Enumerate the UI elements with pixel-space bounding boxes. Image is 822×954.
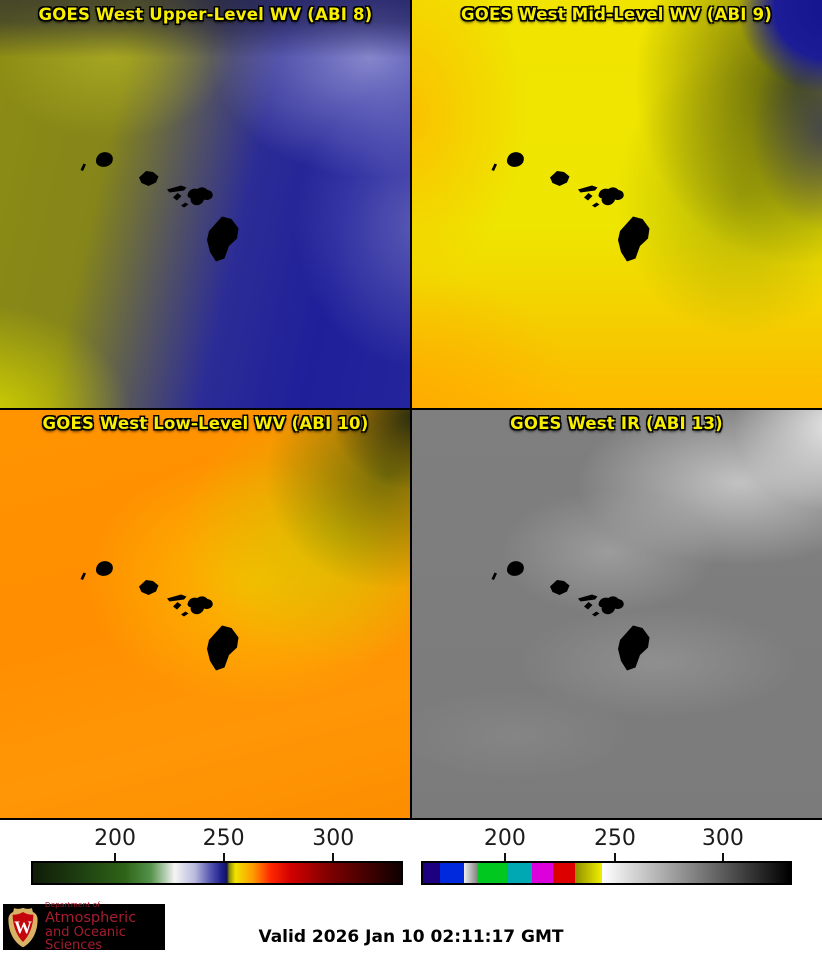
hawaii-islands-overlay	[80, 561, 239, 671]
ir-tick-mark	[613, 853, 616, 861]
panel-title-abi8: GOES West Upper-Level WV (ABI 8)	[38, 5, 373, 24]
valid-time-label: Valid 2026 Jan 10 02:11:17 GMT	[258, 927, 564, 947]
wv-tick-mark	[222, 853, 225, 861]
ir-colorbar	[421, 861, 792, 885]
logo-line2: and Oceanic Sciences	[45, 925, 126, 954]
panel-low-level-wv: GOES West Low-Level WV (ABI 10)	[0, 409, 411, 818]
hawaii-islands-overlay	[491, 152, 650, 262]
uw-aos-logo-text: Department of Atmospheric and Oceanic Sc…	[45, 900, 165, 954]
logo-line1: Atmospheric	[45, 909, 137, 926]
wv-colorbar	[31, 861, 403, 885]
ir-tick-label-200: 200	[483, 826, 526, 851]
uw-crest-letter: W	[14, 918, 32, 938]
wv-tick-mark	[332, 853, 335, 861]
hawaii-islands-overlay	[80, 152, 239, 262]
wv-tick-mark	[114, 853, 117, 861]
logo-dept-line: Department of	[45, 900, 101, 909]
ir-tick-mark	[503, 853, 506, 861]
ir-colorbar-inner: 200 250 300	[421, 820, 792, 890]
ir-tick-mark	[721, 853, 724, 861]
panel-divider-horizontal	[0, 408, 822, 410]
colorbar-row: 200 250 300 200 250 300	[0, 820, 822, 896]
panel-upper-level-wv: GOES West Upper-Level WV (ABI 8)	[0, 0, 411, 409]
panel-title-abi9: GOES West Mid-Level WV (ABI 9)	[460, 5, 773, 24]
wv-colorbar-inner: 200 250 300	[31, 820, 403, 890]
wv-colorbar-block: 200 250 300	[0, 820, 411, 896]
footer: W Department of Atmospheric and Oceanic …	[0, 896, 822, 954]
hawaii-islands-overlay	[491, 561, 650, 671]
uw-aos-logo: W Department of Atmospheric and Oceanic …	[3, 900, 165, 954]
ir-tick-label-250: 250	[593, 826, 636, 851]
ir-colorbar-block: 200 250 300	[411, 820, 822, 896]
panel-divider-vertical	[410, 0, 412, 820]
panel-title-abi10: GOES West Low-Level WV (ABI 10)	[42, 414, 369, 433]
panel-ir: GOES West IR (ABI 13)	[411, 409, 822, 818]
wv-tick-label-300: 300	[312, 826, 355, 851]
uw-crest-icon: W	[8, 907, 38, 948]
panel-title-abi13: GOES West IR (ABI 13)	[510, 414, 723, 433]
wv-tick-label-200: 200	[94, 826, 137, 851]
panel-bottom-border	[0, 818, 822, 820]
wv-tick-label-250: 250	[202, 826, 245, 851]
panel-mid-level-wv: GOES West Mid-Level WV (ABI 9)	[411, 0, 822, 409]
ir-tick-label-300: 300	[701, 826, 744, 851]
